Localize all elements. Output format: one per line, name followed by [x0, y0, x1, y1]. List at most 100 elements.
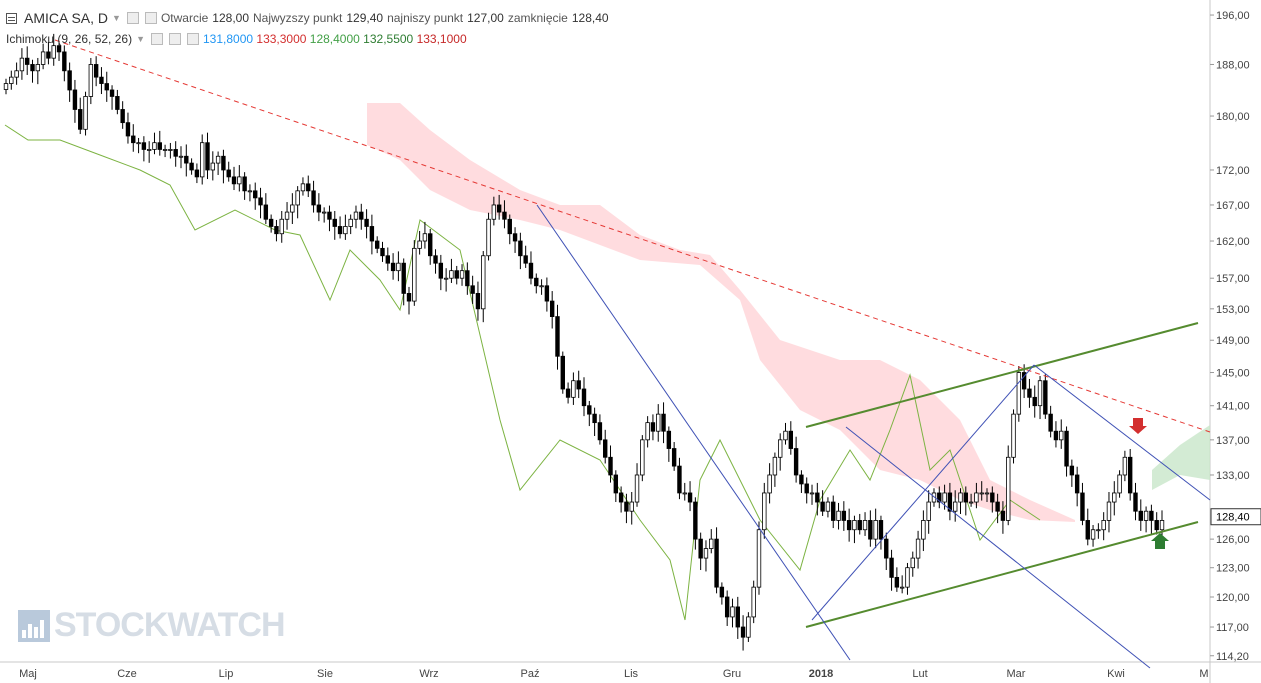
close-icon[interactable] [187, 33, 199, 45]
candle-body [88, 64, 94, 97]
x-tick-label: M [1199, 668, 1208, 680]
y-tick-label: 172,00 [1216, 165, 1250, 177]
candle-body [1096, 529, 1101, 532]
candle-body [703, 548, 709, 559]
candle-body [1016, 372, 1022, 415]
candle-body [337, 226, 343, 235]
candle-body [104, 83, 109, 91]
settings-icon[interactable] [126, 12, 139, 24]
candle-body [327, 211, 332, 220]
candle-body [815, 492, 820, 503]
candle-body [433, 255, 438, 264]
candle-body [115, 96, 120, 110]
candle-body [846, 520, 852, 531]
candle-body [1143, 510, 1149, 521]
candle-body [571, 380, 576, 398]
y-tick-label: 180,00 [1216, 111, 1250, 123]
candle-body [730, 606, 735, 618]
candle-body [1101, 520, 1106, 531]
candle-body [364, 218, 369, 227]
candle-body [894, 576, 900, 588]
candle-body [417, 240, 422, 249]
candle-body [99, 76, 104, 84]
x-tick-label: Lip [219, 668, 234, 680]
candle-body [825, 501, 831, 512]
y-tick-label: 162,00 [1216, 236, 1250, 248]
indicator-name[interactable]: Ichimoku (9, 26, 52, 26) [6, 32, 133, 46]
candle-body [831, 501, 836, 521]
candle-body [200, 142, 205, 178]
candle-body [762, 492, 767, 531]
candle-body [67, 70, 72, 91]
last-price-label: 128,40 [1216, 512, 1250, 524]
settings-icon[interactable] [169, 33, 181, 45]
candle-body [608, 456, 613, 476]
y-tick-label: 114,20 [1216, 651, 1249, 663]
candle-body [778, 439, 783, 458]
candle-body [348, 218, 353, 227]
y-tick-label: 145,00 [1216, 368, 1250, 380]
candle-body [231, 176, 237, 185]
candle-body [120, 109, 125, 124]
eye-icon[interactable] [151, 33, 163, 45]
candle-body [629, 501, 634, 512]
candle-body [1138, 510, 1143, 521]
chevron-down-icon[interactable]: ▼ [136, 34, 145, 44]
x-tick-label: Mar [1007, 668, 1026, 680]
y-tick-label: 123,00 [1216, 563, 1250, 575]
candle-body [661, 413, 666, 432]
candle-body [1069, 465, 1075, 476]
watermark-logo-icon [18, 609, 50, 642]
candle-body [1043, 380, 1048, 415]
indicator-value-0: 131,8000 [203, 32, 257, 46]
candle-body [374, 240, 380, 249]
candle-body [640, 439, 645, 476]
y-tick-label: 133,00 [1216, 470, 1250, 482]
open-label: Otwarcie [160, 11, 209, 25]
ichimoku-cloud-bearish [367, 103, 1075, 522]
candle-body [809, 492, 815, 495]
close-value: 128,40 [571, 11, 609, 25]
eye-icon[interactable] [144, 12, 157, 24]
candle-body [926, 501, 931, 521]
chevron-down-icon[interactable]: ▼ [112, 13, 121, 23]
channel-lower-line [805, 521, 1199, 628]
candle-body [634, 474, 640, 503]
candle-body [1074, 474, 1080, 494]
candle-body [1117, 474, 1122, 494]
candle-body [756, 529, 762, 588]
blue-trend-line-3 [845, 426, 1151, 669]
candle-body [613, 474, 619, 494]
candle-body [284, 211, 290, 220]
candle-body [72, 89, 78, 110]
candle-body [470, 285, 475, 294]
candle-body [937, 492, 942, 503]
candle-body [125, 122, 131, 137]
candle-body [332, 218, 337, 227]
candle-body [963, 492, 968, 503]
symbol-name[interactable]: AMICA SA, D [24, 10, 109, 26]
candle-body [857, 520, 862, 531]
menu-icon[interactable] [6, 12, 17, 24]
candle-body [131, 135, 136, 144]
candle-body [587, 405, 592, 415]
arrow-up-icon [1151, 533, 1169, 549]
candle-body [157, 142, 162, 150]
candle-body [682, 492, 687, 495]
candle-body [528, 262, 534, 279]
candle-body [253, 190, 258, 199]
candle-body [1032, 396, 1037, 407]
candle-body [279, 218, 284, 235]
blue-trend-line-1 [811, 364, 1035, 621]
last-price-box [1210, 508, 1261, 526]
candle-body [905, 567, 910, 588]
candle-body [656, 413, 661, 432]
candle-body [836, 510, 841, 521]
candle-body [915, 538, 921, 559]
candle-body [491, 204, 497, 220]
candle-body [475, 293, 481, 310]
candle-body [109, 89, 115, 97]
candle-body [1006, 456, 1011, 521]
candle-body [868, 520, 873, 540]
